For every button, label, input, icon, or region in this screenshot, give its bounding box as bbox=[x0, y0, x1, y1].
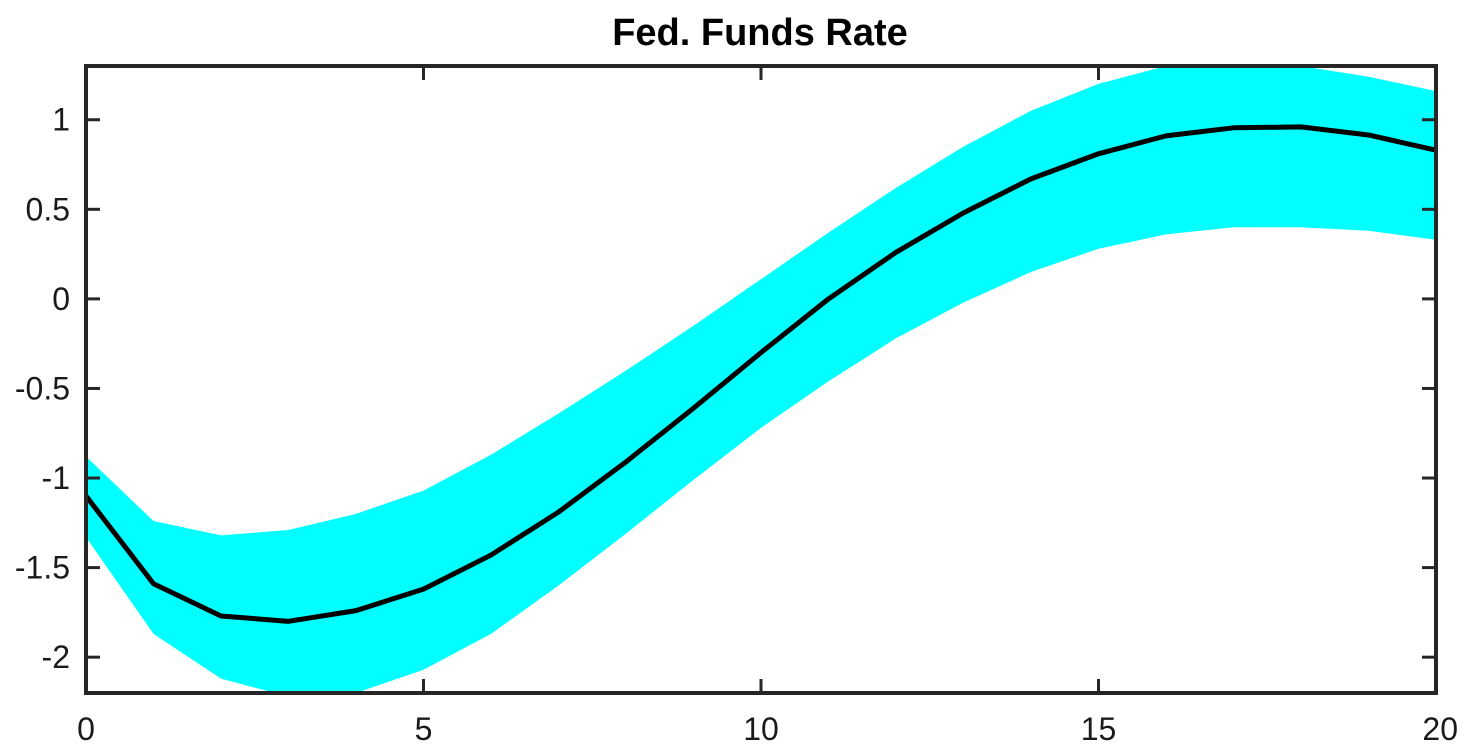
chart-title: Fed. Funds Rate bbox=[612, 12, 908, 54]
impulse-response-line bbox=[86, 124, 1436, 624]
x-tick-label: 20 bbox=[1422, 711, 1458, 747]
x-tick-label: 0 bbox=[77, 711, 95, 747]
x-tick-label: 10 bbox=[743, 711, 779, 747]
x-tick-label: 15 bbox=[1081, 711, 1117, 747]
plot-area bbox=[86, 66, 1436, 693]
axes-ticks: 0 5 10 15 20 -2 -1.5 -1 -0.5 0 0.5 1 bbox=[15, 66, 1458, 747]
x-tick-label: 5 bbox=[415, 711, 433, 747]
y-tick-label: 0 bbox=[52, 281, 70, 317]
y-tick-label: -2 bbox=[42, 639, 70, 675]
y-tick-label: -1.5 bbox=[15, 550, 70, 586]
y-tick-label: 0.5 bbox=[26, 191, 70, 227]
confidence-band bbox=[86, 66, 1436, 693]
y-tick-label: -0.5 bbox=[15, 370, 70, 406]
y-tick-label: -1 bbox=[42, 460, 70, 496]
y-tick-label: 1 bbox=[52, 102, 70, 138]
